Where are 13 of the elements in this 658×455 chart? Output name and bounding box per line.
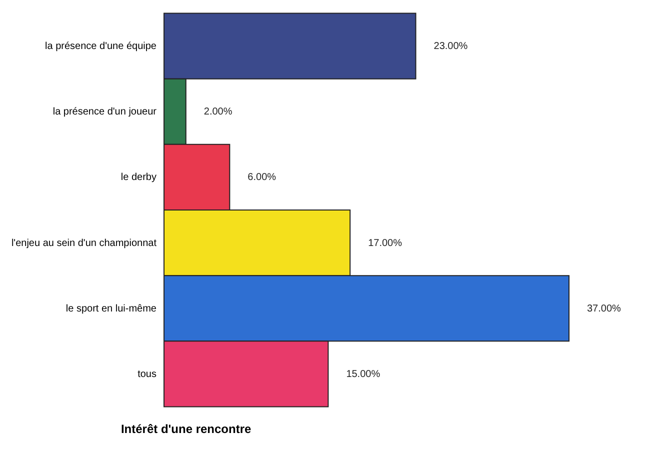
data-label: 2.00% [204,106,232,118]
data-label: 37.00% [587,303,622,314]
y-tick-label: le sport en lui-même [66,303,157,314]
y-tick-label: tous [138,368,156,380]
data-label: 17.00% [368,238,402,249]
y-tick-label: la présence d'un joueur [52,106,158,118]
data-label: 23.00% [434,41,468,52]
y-tick-label: le derby [120,172,156,184]
y-tick-label: l'enjeu au sein d'un championnat [11,238,157,249]
data-label: 15.00% [346,368,380,380]
data-label: 6.00% [248,172,276,184]
text: Intérêt d'une rencontre [120,422,252,436]
y-tick-label: la présence d'une équipe [45,41,157,52]
